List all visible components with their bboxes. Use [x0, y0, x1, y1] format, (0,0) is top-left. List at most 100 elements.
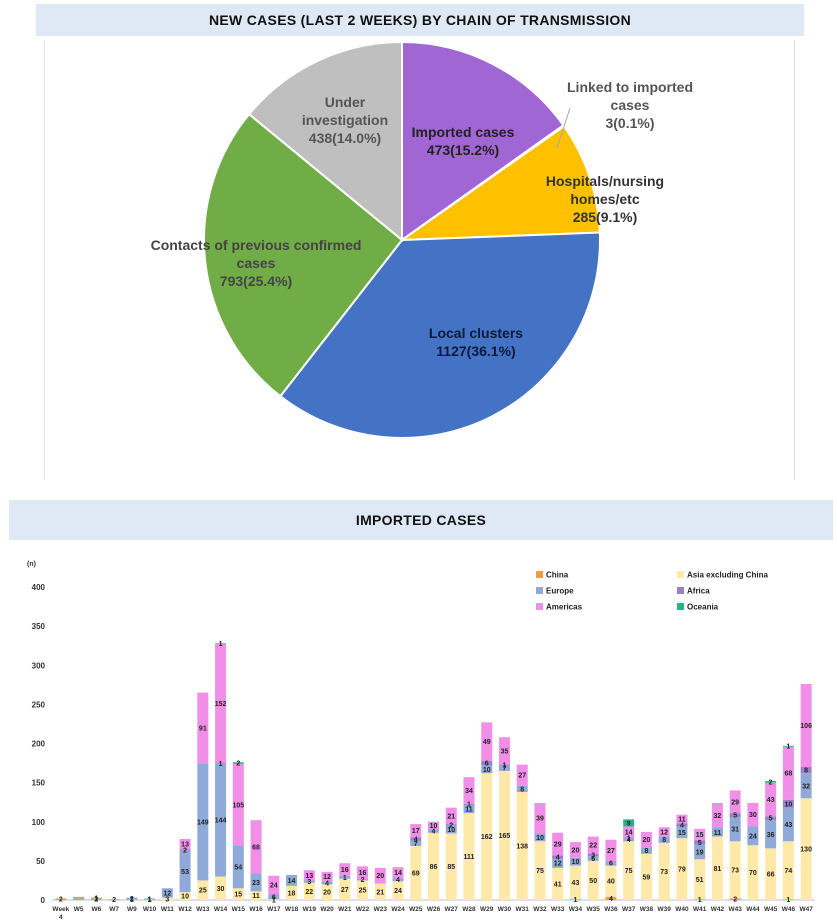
bar-value-label: 43 [784, 822, 792, 829]
bar-11-europe [250, 873, 262, 892]
x-tick-label-25: W30 [498, 906, 512, 913]
bar-value-label: 86 [430, 864, 438, 871]
legend-label-5: Oceania [687, 603, 719, 612]
legend-label-2: Europe [546, 587, 574, 596]
bar-38-americas [729, 790, 741, 814]
bar-value-label: 5 [698, 840, 702, 847]
x-tick-label-40: W45 [764, 906, 778, 913]
bar-40-oceania [765, 781, 777, 783]
bar-value-label: 75 [625, 868, 633, 875]
bar-value-label: 30 [217, 886, 225, 893]
bar-32-americas [623, 826, 635, 838]
bar-12-americas [268, 875, 280, 895]
x-tick-label-16: W21 [338, 906, 352, 913]
bar-value-label: 3 [165, 896, 169, 903]
bar-value-label: 25 [359, 888, 367, 895]
bar-36-china [694, 899, 706, 901]
bar-value-label: 4 [609, 896, 613, 903]
pie-slice-2 [398, 124, 601, 242]
pie-slice-3 [278, 231, 601, 439]
bar-25-europe [498, 765, 510, 771]
bar-12-europe [268, 894, 280, 900]
bar-value-label: 34 [465, 788, 473, 795]
bar-value-label: 70 [749, 870, 757, 877]
bar-31-china [605, 896, 617, 900]
bar-value-label: 24 [270, 883, 278, 890]
bar-41-china [782, 899, 794, 901]
bar-value-label: 8 [804, 768, 808, 775]
bar-15-asia-excluding-china [321, 884, 333, 900]
y-tick-label-6: 300 [32, 661, 46, 670]
bar-value-label: 1 [94, 896, 98, 903]
legend-label-0: China [546, 571, 569, 580]
y-tick-label-5: 250 [32, 700, 46, 709]
bar-value-label: 7 [414, 841, 418, 848]
bar-value-label: 75 [536, 868, 544, 875]
bar-34-americas [658, 827, 670, 837]
bar-24-asia-excluding-china [481, 773, 493, 900]
x-tick-label-18: W23 [374, 906, 388, 913]
bar-value-label: 20 [323, 890, 331, 897]
bar-value-label: 4 [680, 822, 684, 829]
bar-2-china [90, 898, 102, 900]
bar-value-label: 8 [644, 848, 648, 855]
bar-18-asia-excluding-china [374, 883, 386, 900]
bar-value-label: 3 [307, 879, 311, 886]
bar-value-label: 50 [589, 878, 597, 885]
bar-8-asia-excluding-china [197, 880, 209, 900]
bar-value-label: 6 [609, 861, 613, 868]
bar-9-oceania [215, 643, 227, 645]
bar-value-label: 68 [784, 771, 792, 778]
y-tick-label-0: 0 [41, 896, 46, 905]
bar-value-label: 1 [343, 875, 347, 882]
x-tick-label-9: W14 [214, 906, 228, 913]
y-tick-label-3: 150 [32, 779, 46, 788]
legend-swatch-5 [677, 603, 684, 610]
bar-15-europe [321, 881, 333, 885]
bar-17-europe [357, 878, 369, 881]
bar-26-americas [516, 764, 528, 786]
x-tick-label-19: W24 [391, 906, 405, 913]
bar-value-label: 40 [607, 879, 615, 886]
legend-label-4: Americas [546, 603, 583, 612]
bar-value-label: 5 [733, 813, 737, 820]
bar-0-china [55, 898, 67, 900]
x-tick-label-6: W11 [161, 906, 174, 913]
bar-7-asia-excluding-china [179, 892, 191, 900]
bar-value-label: 4 [325, 880, 329, 887]
bar-16-europe [339, 875, 351, 879]
x-tick-label-17: W22 [356, 906, 370, 913]
bar-3-china [108, 899, 120, 901]
bar-value-label: 2 [361, 877, 365, 884]
bar-value-label: 15 [234, 892, 242, 899]
bar-21-europe [428, 829, 439, 833]
bar-value-label: 4 [396, 877, 400, 884]
x-tick-label-4: W9 [127, 906, 137, 913]
bar-27-asia-excluding-china [534, 841, 546, 900]
x-tick-label-22: W27 [445, 906, 459, 913]
bar-value-label: 1 [786, 744, 790, 751]
bar-value-label: 105 [232, 802, 244, 809]
bar-value-label: 73 [731, 867, 739, 874]
bar-32-asia-excluding-china [623, 841, 635, 900]
y-axis-label: (n) [27, 561, 36, 568]
bar-10-americas [232, 763, 244, 847]
bar-41-africa [782, 799, 794, 808]
x-tick-label-31: W36 [604, 906, 618, 913]
bar-value-label: 69 [412, 871, 420, 878]
bar-value-label: 2 [112, 897, 116, 904]
bar-22-asia-excluding-china [445, 833, 457, 900]
x-tick-label-32: W37 [622, 906, 636, 913]
bar-1-europe [73, 896, 85, 899]
bar-value-label: 2 [94, 897, 98, 904]
bar-value-label: 17 [412, 828, 420, 835]
bar-17-asia-excluding-china [357, 880, 369, 900]
bar-18-americas [374, 867, 386, 884]
bar-value-label: 22 [305, 889, 313, 896]
bar-36-asia-excluding-china [694, 859, 706, 900]
x-tick-label-5: W10 [143, 906, 157, 913]
bar-value-label: 10 [784, 801, 792, 808]
bar-20-africa [410, 837, 422, 841]
bar-value-label: 1 [503, 763, 507, 770]
bar-2-europe [90, 897, 102, 899]
